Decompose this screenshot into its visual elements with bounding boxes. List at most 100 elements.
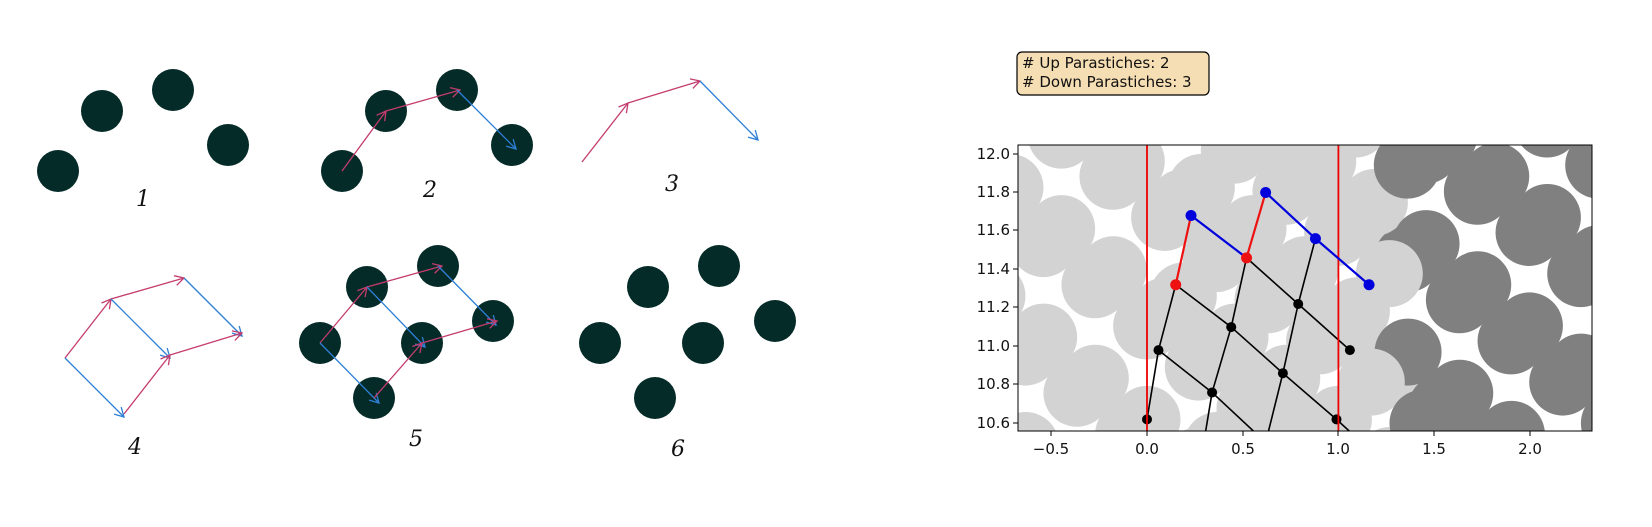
light-disk — [1286, 307, 1354, 375]
up-arrow — [319, 285, 368, 344]
step-label-2: 2 — [422, 178, 437, 203]
x-tick-label: 1.0 — [1326, 440, 1350, 458]
dark-disk — [1462, 145, 1530, 210]
up-arrow — [64, 297, 112, 359]
up-parastichy-node — [1170, 279, 1182, 291]
light-disk — [1061, 251, 1129, 319]
down-arrow — [366, 286, 426, 348]
light-disk — [1235, 453, 1302, 520]
lattice-edge — [1297, 238, 1317, 305]
dark-disk — [1389, 389, 1457, 431]
x-tick-label: 0.5 — [1231, 440, 1255, 458]
down-parastichies-count: # Down Parastiches: 3 — [1022, 73, 1192, 91]
x-tick-label: 2.0 — [1518, 440, 1542, 458]
up-parastichy-edge — [1174, 215, 1193, 286]
lattice-node — [1277, 368, 1288, 379]
y-tick-label: 11.2 — [977, 298, 1010, 316]
down-arrow — [319, 342, 380, 404]
light-disk — [1337, 348, 1405, 416]
step-3: 3 — [581, 78, 759, 197]
light-disk — [1234, 266, 1302, 334]
down-parastichy-node — [1363, 279, 1375, 291]
lattice-edge — [1175, 284, 1232, 328]
lattice-edge — [1157, 349, 1213, 394]
down-parastichy-node — [1185, 210, 1197, 222]
down-arrow — [183, 277, 243, 337]
lattice-node — [1344, 345, 1355, 356]
light-disk — [1079, 145, 1147, 210]
down-parastichy-edge — [1264, 191, 1317, 240]
light-disk — [1018, 428, 1024, 431]
y-tick-label: 11.4 — [977, 260, 1010, 278]
light-disk — [1252, 157, 1320, 225]
lattice-edge — [1245, 257, 1299, 305]
disk-layer — [1018, 49, 1599, 524]
disk — [698, 245, 740, 287]
up-arrow — [110, 275, 186, 300]
step-4: 4 — [64, 275, 244, 460]
dark-disk — [1532, 76, 1599, 143]
dark-disk — [1478, 400, 1545, 431]
down-arrow — [110, 298, 171, 359]
y-axis: 12.0 11.8 11.6 11.4 11.2 11.0 10.8 10.6 — [977, 145, 1018, 432]
disk — [579, 322, 621, 364]
up-parastichies-count: # Up Parastiches: 2 — [1022, 54, 1170, 72]
dark-disk — [1495, 292, 1563, 360]
lattice-plot: −0.5 0.0 0.5 1.0 1.5 2.0 12.0 11.8 11.6 … — [977, 49, 1599, 524]
lattice-edge — [1204, 392, 1213, 431]
light-disk — [1320, 457, 1387, 524]
light-disk — [1182, 427, 1215, 431]
parastichy-info-box: # Up Parastiches: 2 # Down Parastiches: … — [1016, 51, 1210, 96]
disk — [754, 300, 796, 342]
disk — [152, 69, 194, 111]
lattice-edge — [1211, 391, 1255, 431]
down-parastichy-node — [1309, 233, 1321, 245]
lattice-edge — [1282, 303, 1299, 374]
dark-disk — [1547, 333, 1592, 401]
light-disk — [1057, 145, 1103, 154]
lattice-edge — [1157, 284, 1177, 351]
lattice-edge — [1230, 326, 1284, 374]
y-tick-label: 12.0 — [977, 145, 1010, 163]
light-disk — [1018, 318, 1059, 386]
light-disk — [1270, 49, 1337, 116]
light-disk — [1029, 145, 1094, 169]
lattice-edge — [1146, 350, 1160, 420]
light-disk — [1329, 145, 1382, 158]
y-tick-label: 11.0 — [977, 337, 1010, 355]
dark-disk — [1373, 145, 1441, 199]
disk — [81, 90, 123, 132]
dark-disk — [1444, 251, 1512, 319]
lattice-node — [1207, 387, 1218, 398]
disk — [627, 266, 669, 308]
up-arrow — [627, 78, 702, 104]
step-1: 1 — [37, 69, 249, 212]
light-disk — [1018, 210, 1077, 278]
up-arrow — [169, 330, 244, 356]
lattice-edge — [1297, 303, 1351, 351]
up-arrow — [123, 353, 171, 415]
dark-disk — [1359, 61, 1426, 128]
construction-sketch: 1 2 3 4 — [37, 69, 796, 462]
step-label-5: 5 — [409, 427, 423, 452]
disk — [634, 377, 676, 419]
disk — [37, 150, 79, 192]
dark-disk — [1565, 145, 1592, 198]
down-arrow — [437, 265, 497, 326]
dark-disk — [1580, 398, 1592, 431]
boundary-layer — [1146, 145, 1340, 431]
chain-layer — [1170, 186, 1375, 291]
lattice-node — [1226, 322, 1237, 333]
up-arrow — [366, 262, 444, 288]
lattice-edge — [1211, 326, 1232, 393]
down-arrow — [699, 80, 759, 141]
light-disk — [1182, 225, 1250, 293]
light-disk — [1355, 240, 1423, 308]
light-disk — [1341, 76, 1408, 143]
light-disk — [1018, 181, 1026, 224]
lattice-node — [1153, 345, 1164, 356]
light-disk — [1200, 145, 1268, 184]
lattice-edge — [1230, 257, 1248, 328]
dark-disk — [1565, 225, 1592, 292]
